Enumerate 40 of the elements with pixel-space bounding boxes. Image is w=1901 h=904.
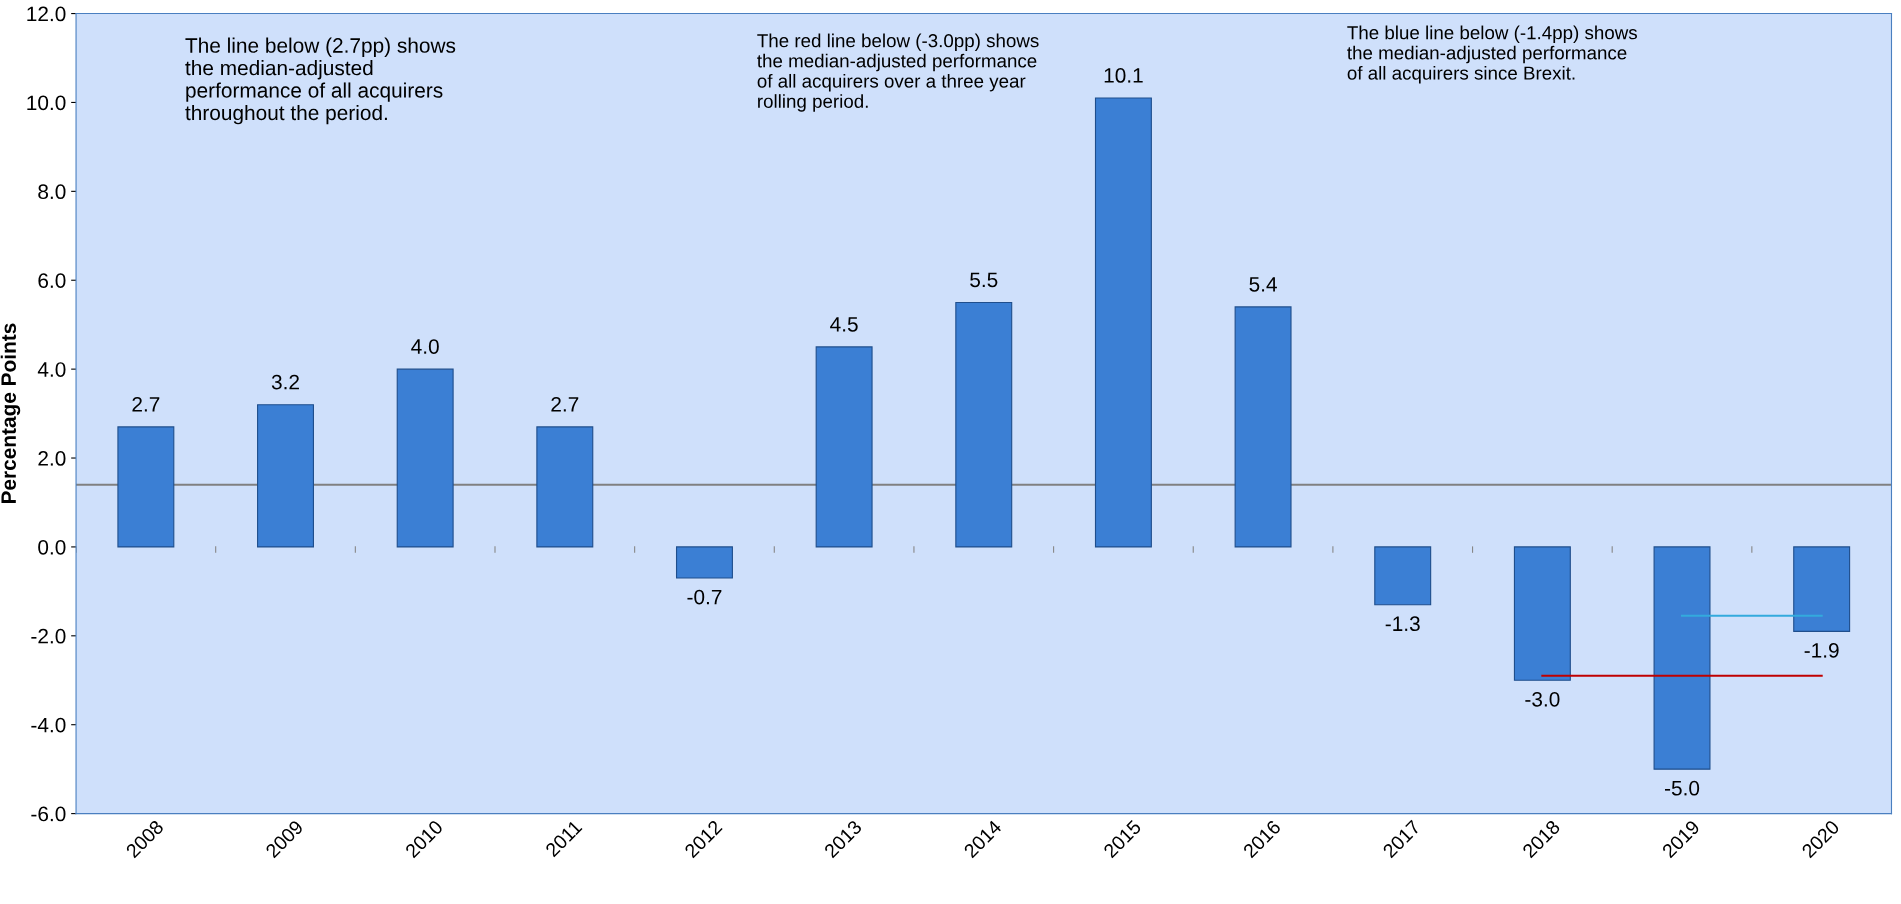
data-label: -3.0 — [1525, 691, 1560, 707]
y-tick-label: 4.0 — [37, 362, 66, 377]
annotation: The line below (2.7pp) shows the median-adjusted performance of all acquirers throughout the period. — [185, 37, 456, 125]
y-tick-label: -2.0 — [31, 628, 66, 644]
bar — [1094, 97, 1152, 548]
data-label: 4.5 — [830, 317, 858, 332]
bar — [1793, 546, 1851, 632]
bar — [815, 346, 873, 548]
data-label: 2.7 — [551, 396, 579, 412]
bar — [257, 404, 315, 548]
data-label: 3.2 — [271, 374, 299, 390]
data-label: 2.7 — [132, 396, 160, 412]
bar — [117, 426, 175, 548]
bar — [675, 546, 733, 579]
y-tick-label: 2.0 — [38, 451, 66, 466]
data-label: 5.5 — [970, 272, 998, 288]
y-tick-label: 0.0 — [38, 539, 66, 555]
bar — [536, 426, 594, 548]
bar — [1513, 546, 1571, 681]
data-label: -5.0 — [1665, 780, 1700, 796]
y-tick-label: 12.0 — [27, 6, 66, 22]
y-tick-label: -4.0 — [31, 717, 66, 733]
y-tick-label: -6.0 — [31, 806, 66, 822]
y-axis-title: Percentage Points — [0, 323, 21, 504]
y-tick-label: 8.0 — [38, 184, 66, 200]
bar — [955, 301, 1013, 548]
bar — [1653, 546, 1711, 770]
data-label: -0.7 — [687, 589, 722, 605]
annotation: The blue line below (-1.4pp) shows the median-adjusted performance of all acquirers since Brexit. — [1347, 25, 1637, 84]
data-label: -1.3 — [1385, 616, 1420, 632]
data-label: 5.4 — [1249, 277, 1277, 292]
bar — [396, 368, 454, 548]
data-label: 10.1 — [1104, 68, 1143, 83]
data-label: -1.9 — [1804, 643, 1839, 658]
annotation: The red line below (-3.0pp) shows the median-adjusted performance of all acquirers over a three year rolling period. — [757, 33, 1039, 112]
data-label: 4.0 — [411, 339, 439, 354]
y-tick-label: 10.0 — [27, 95, 66, 111]
y-tick-label: 6.0 — [38, 273, 66, 288]
bar — [1234, 306, 1292, 548]
bar — [1374, 546, 1432, 606]
